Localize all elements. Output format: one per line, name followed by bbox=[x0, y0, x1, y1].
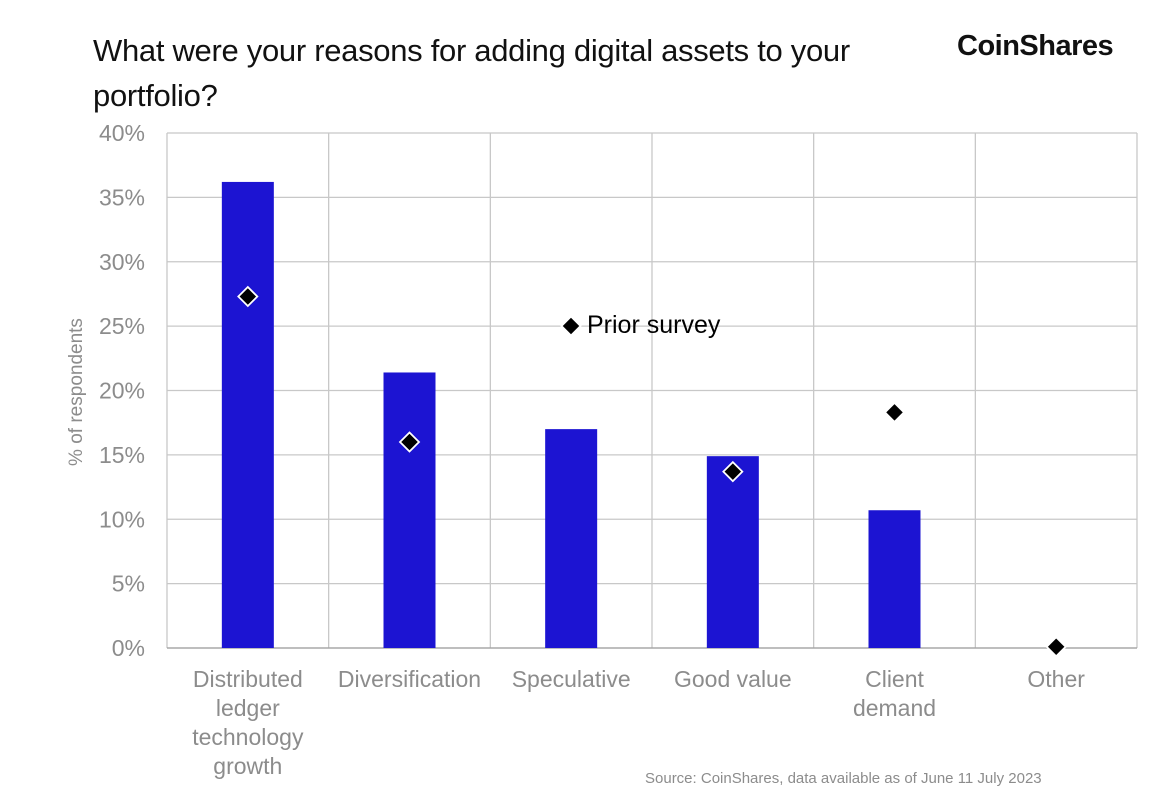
x-tick-label: Speculative bbox=[512, 666, 631, 692]
chart-title: What were your reasons for adding digita… bbox=[93, 33, 850, 113]
bar bbox=[545, 429, 598, 648]
y-tick-label: 15% bbox=[99, 442, 145, 468]
prior-survey-marker bbox=[883, 401, 906, 424]
bars bbox=[221, 181, 921, 649]
y-tick-label: 25% bbox=[99, 313, 145, 339]
y-tick-label: 30% bbox=[99, 249, 145, 275]
y-axis-label: % of respondents bbox=[66, 318, 87, 466]
bar bbox=[868, 510, 921, 648]
y-tick-labels: 0% 5% 10% 15% 20% 25% 30% 35% 40% bbox=[99, 120, 145, 661]
y-tick-label: 5% bbox=[112, 571, 145, 597]
bar bbox=[221, 181, 274, 649]
legend: Prior survey bbox=[560, 311, 721, 339]
x-tick-label: Distributed ledger technology growth bbox=[192, 666, 304, 779]
y-tick-label: 10% bbox=[99, 506, 145, 532]
y-tick-label: 20% bbox=[99, 378, 145, 404]
source-note: Source: CoinShares, data available as of… bbox=[645, 770, 1042, 787]
brand-logo: CoinShares bbox=[957, 30, 1114, 62]
x-tick-label: Other bbox=[1027, 666, 1085, 692]
gridlines bbox=[166, 132, 1138, 649]
y-tick-label: 35% bbox=[99, 184, 145, 210]
x-tick-label: Client demand bbox=[853, 666, 936, 721]
x-tick-label: Diversification bbox=[338, 666, 481, 692]
legend-marker bbox=[560, 315, 582, 337]
prior-survey-markers bbox=[237, 285, 1067, 658]
x-tick-labels: Distributed ledger technology growth Diversi… bbox=[192, 666, 1085, 779]
bar bbox=[706, 456, 759, 648]
prior-survey-marker bbox=[722, 460, 744, 483]
prior-survey-marker bbox=[237, 285, 259, 308]
legend-label: Prior survey bbox=[587, 311, 721, 339]
prior-survey-marker bbox=[398, 431, 421, 453]
y-tick-label: 40% bbox=[99, 120, 145, 146]
x-tick-label: Good value bbox=[674, 666, 792, 692]
y-tick-label: 0% bbox=[112, 635, 145, 661]
prior-survey-marker bbox=[1045, 635, 1067, 658]
bar bbox=[383, 372, 436, 648]
